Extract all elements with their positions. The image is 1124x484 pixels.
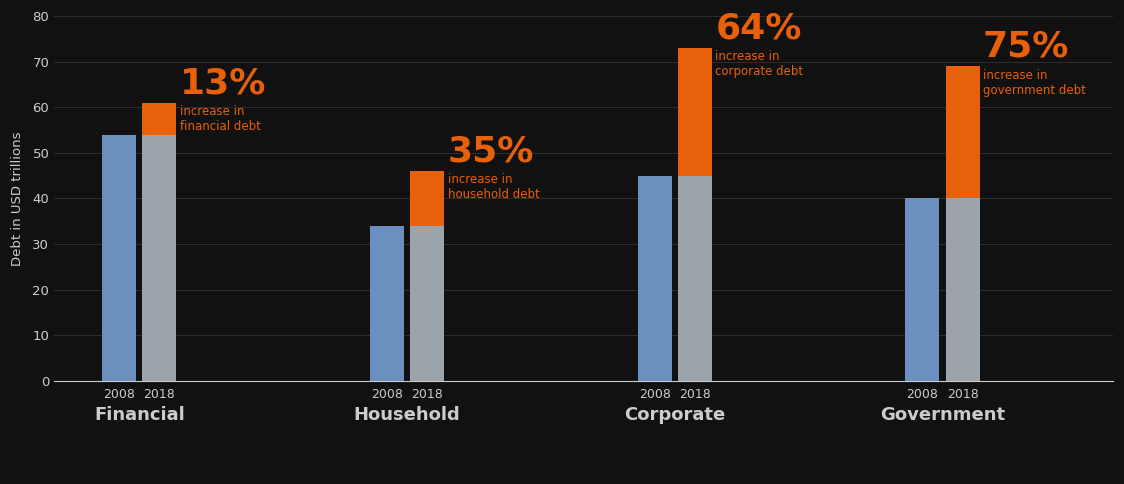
Text: Corporate: Corporate — [624, 406, 725, 424]
Text: 2008: 2008 — [906, 388, 939, 401]
Bar — [678, 176, 711, 381]
Text: 64%: 64% — [715, 12, 801, 46]
Text: 35%: 35% — [447, 135, 534, 169]
Text: 75%: 75% — [984, 30, 1069, 64]
Text: increase in
financial debt: increase in financial debt — [180, 105, 261, 133]
Bar — [102, 135, 136, 381]
Text: 2018: 2018 — [411, 388, 443, 401]
Text: 13%: 13% — [180, 66, 266, 101]
Bar — [143, 103, 176, 135]
Bar — [678, 48, 711, 176]
Bar — [945, 66, 980, 198]
Text: Household: Household — [354, 406, 461, 424]
Y-axis label: Debt in USD trillions: Debt in USD trillions — [11, 131, 24, 266]
Text: Government: Government — [880, 406, 1005, 424]
Bar — [906, 198, 940, 381]
Text: 2018: 2018 — [679, 388, 710, 401]
Text: Financial: Financial — [94, 406, 184, 424]
Bar — [945, 198, 980, 381]
Text: 2008: 2008 — [638, 388, 671, 401]
Text: 2018: 2018 — [144, 388, 175, 401]
Bar — [637, 176, 672, 381]
Text: 2018: 2018 — [946, 388, 979, 401]
Bar — [370, 226, 404, 381]
Text: increase in
corporate debt: increase in corporate debt — [715, 50, 804, 78]
Text: 2008: 2008 — [371, 388, 402, 401]
Bar — [410, 171, 444, 226]
Text: 2008: 2008 — [103, 388, 135, 401]
Text: increase in
household debt: increase in household debt — [447, 173, 540, 201]
Bar — [410, 226, 444, 381]
Bar — [143, 135, 176, 381]
Text: increase in
government debt: increase in government debt — [984, 69, 1086, 96]
